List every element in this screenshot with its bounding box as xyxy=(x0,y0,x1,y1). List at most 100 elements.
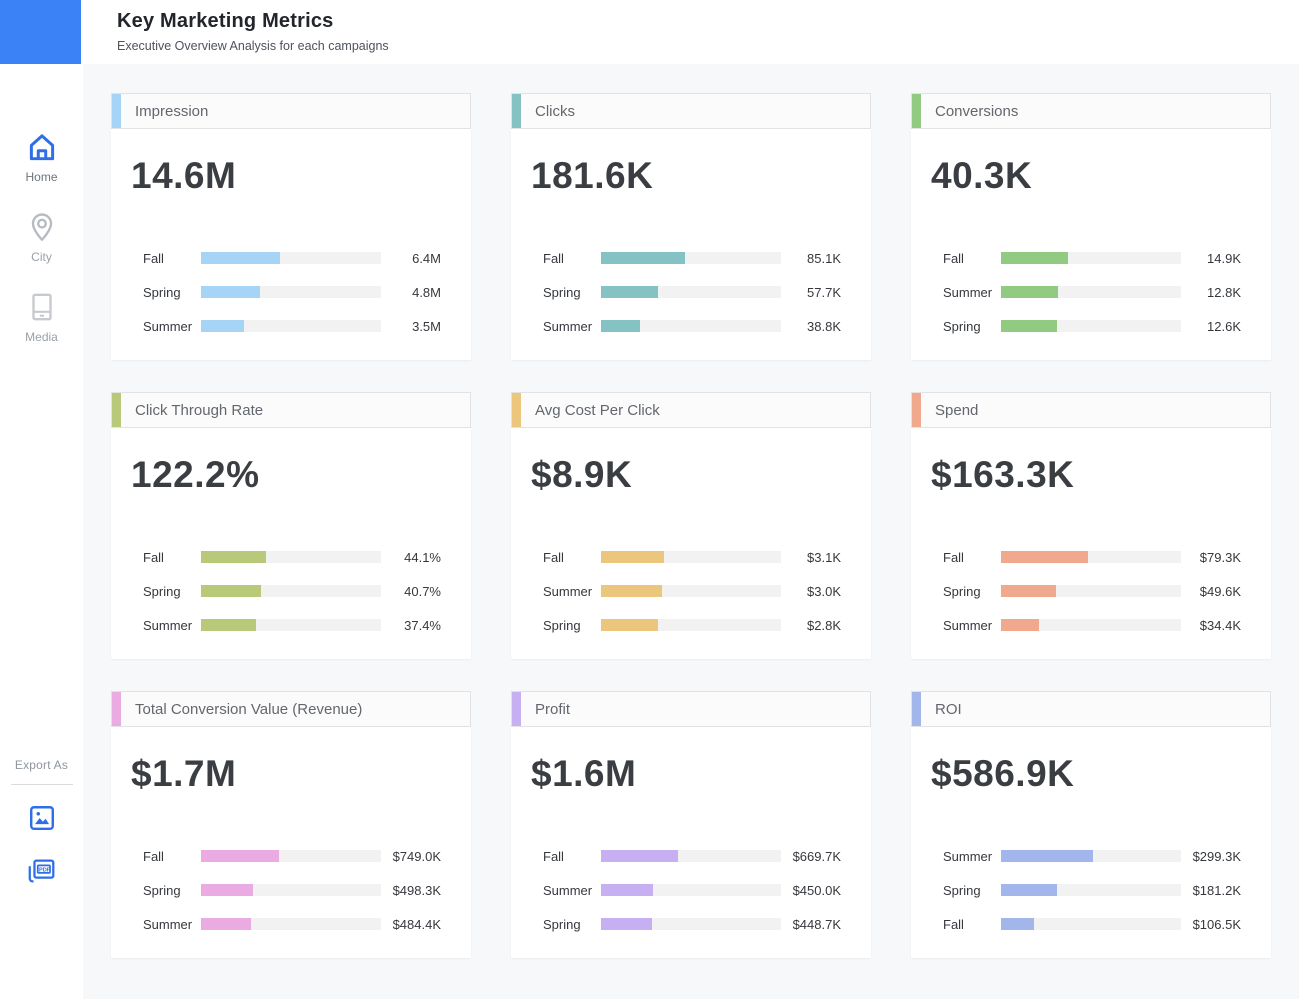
home-icon xyxy=(25,130,59,164)
card-body: 40.3K Fall 14.9K Summer 12.8K Spring 12.… xyxy=(911,129,1271,360)
bar-category-label: Summer xyxy=(943,617,993,633)
card-body: $1.6M Fall $669.7K Summer $450.0K Spring… xyxy=(511,727,871,958)
export-section: Export As PDF xyxy=(0,758,83,891)
bar-category-label: Spring xyxy=(543,617,581,633)
bar-category-label: Spring xyxy=(943,583,981,599)
bar-row[interactable]: Summer 37.4% xyxy=(111,608,471,642)
bar-value-label: 4.8M xyxy=(412,284,441,300)
card-accent-bar xyxy=(912,692,921,726)
bar-fill xyxy=(1001,252,1068,264)
card-body: $8.9K Fall $3.1K Summer $3.0K Spring $2.… xyxy=(511,428,871,659)
image-export-icon xyxy=(27,803,57,833)
card-title: Conversions xyxy=(935,102,1019,120)
bar-fill xyxy=(601,320,640,332)
bar-value-label: $669.7K xyxy=(792,848,841,864)
bar-value-label: $79.3K xyxy=(1199,549,1241,565)
bar-row[interactable]: Spring $181.2K xyxy=(911,873,1271,907)
bar-row[interactable]: Fall $669.7K xyxy=(511,839,871,873)
bar-track xyxy=(601,619,781,631)
sidebar: Home City Media Export As xyxy=(0,0,83,999)
bar-fill xyxy=(1001,585,1056,597)
sidebar-item-label: Home xyxy=(25,170,58,184)
bar-row[interactable]: Summer 12.8K xyxy=(911,275,1271,309)
bar-value-label: $498.3K xyxy=(392,882,441,898)
bar-value-label: $749.0K xyxy=(392,848,441,864)
bar-track xyxy=(201,918,381,930)
sidebar-item-home[interactable]: Home xyxy=(25,130,59,184)
bar-row[interactable]: Summer $299.3K xyxy=(911,839,1271,873)
bar-value-label: $34.4K xyxy=(1199,617,1241,633)
bar-track xyxy=(1001,884,1181,896)
bar-track xyxy=(201,884,381,896)
bar-row[interactable]: Summer $3.0K xyxy=(511,574,871,608)
bar-category-label: Summer xyxy=(143,916,193,932)
bar-row[interactable]: Spring $498.3K xyxy=(111,873,471,907)
bar-value-label: $2.8K xyxy=(807,617,841,633)
bar-track xyxy=(201,850,381,862)
bar-row[interactable]: Spring 4.8M xyxy=(111,275,471,309)
card-title-bar: Conversions xyxy=(911,93,1271,129)
bar-track xyxy=(201,551,381,563)
bar-row[interactable]: Spring 12.6K xyxy=(911,309,1271,343)
bar-fill xyxy=(201,551,266,563)
bar-row[interactable]: Spring 57.7K xyxy=(511,275,871,309)
export-pdf-button[interactable]: PDF xyxy=(22,851,62,891)
bar-fill xyxy=(601,585,662,597)
card-accent-bar xyxy=(912,94,921,128)
card-avg-cost-per-click: Avg Cost Per Click $8.9K Fall $3.1K Summ… xyxy=(511,392,871,659)
sidebar-item-media[interactable]: Media xyxy=(25,290,59,344)
bar-row[interactable]: Fall 14.9K xyxy=(911,241,1271,275)
bar-fill xyxy=(1001,619,1039,631)
bar-value-label: $181.2K xyxy=(1192,882,1241,898)
bar-category-label: Spring xyxy=(943,882,981,898)
bar-row[interactable]: Summer 3.5M xyxy=(111,309,471,343)
bar-fill xyxy=(201,252,280,264)
bar-fill xyxy=(201,619,257,631)
page-header: Key Marketing Metrics Executive Overview… xyxy=(81,0,1299,64)
bar-row[interactable]: Fall $749.0K xyxy=(111,839,471,873)
bar-track xyxy=(201,619,381,631)
bar-value-label: $3.1K xyxy=(807,549,841,565)
bar-row[interactable]: Fall 85.1K xyxy=(511,241,871,275)
bar-track xyxy=(601,551,781,563)
bar-value-label: $450.0K xyxy=(792,882,841,898)
kpi-value: 181.6K xyxy=(531,155,654,196)
sidebar-item-city[interactable]: City xyxy=(25,210,59,264)
bar-row[interactable]: Spring $2.8K xyxy=(511,608,871,642)
card-title: Impression xyxy=(135,102,209,120)
bar-row[interactable]: Fall 6.4M xyxy=(111,241,471,275)
card-title: Clicks xyxy=(535,102,575,120)
bar-row[interactable]: Fall $106.5K xyxy=(911,907,1271,941)
bar-row[interactable]: Summer $484.4K xyxy=(111,907,471,941)
media-icon xyxy=(25,290,59,324)
bar-row[interactable]: Spring $448.7K xyxy=(511,907,871,941)
bar-row[interactable]: Spring $49.6K xyxy=(911,574,1271,608)
bar-category-label: Spring xyxy=(143,284,181,300)
card-title-bar: Total Conversion Value (Revenue) xyxy=(111,691,471,727)
bar-track xyxy=(1001,850,1181,862)
bar-row[interactable]: Fall $79.3K xyxy=(911,540,1271,574)
card-title: ROI xyxy=(935,700,962,718)
bar-row[interactable]: Summer 38.8K xyxy=(511,309,871,343)
bar-row[interactable]: Spring 40.7% xyxy=(111,574,471,608)
card-accent-bar xyxy=(112,692,121,726)
bar-row[interactable]: Fall 44.1% xyxy=(111,540,471,574)
bar-category-label: Fall xyxy=(143,848,164,864)
card-accent-bar xyxy=(912,393,921,427)
page-title: Key Marketing Metrics xyxy=(117,10,334,32)
bar-row[interactable]: Fall $3.1K xyxy=(511,540,871,574)
bar-chart: Fall $79.3K Spring $49.6K Summer $34.4K xyxy=(911,540,1271,642)
bar-category-label: Spring xyxy=(143,882,181,898)
export-image-button[interactable] xyxy=(23,799,61,837)
bar-fill xyxy=(201,320,245,332)
card-spend: Spend $163.3K Fall $79.3K Spring $49.6K … xyxy=(911,392,1271,659)
card-roi: ROI $586.9K Summer $299.3K Spring $181.2… xyxy=(911,691,1271,958)
bar-track xyxy=(601,252,781,264)
bar-track xyxy=(601,320,781,332)
bar-track xyxy=(201,320,381,332)
bar-track xyxy=(1001,551,1181,563)
card-title-bar: ROI xyxy=(911,691,1271,727)
bar-row[interactable]: Summer $34.4K xyxy=(911,608,1271,642)
card-accent-bar xyxy=(512,692,521,726)
bar-row[interactable]: Summer $450.0K xyxy=(511,873,871,907)
